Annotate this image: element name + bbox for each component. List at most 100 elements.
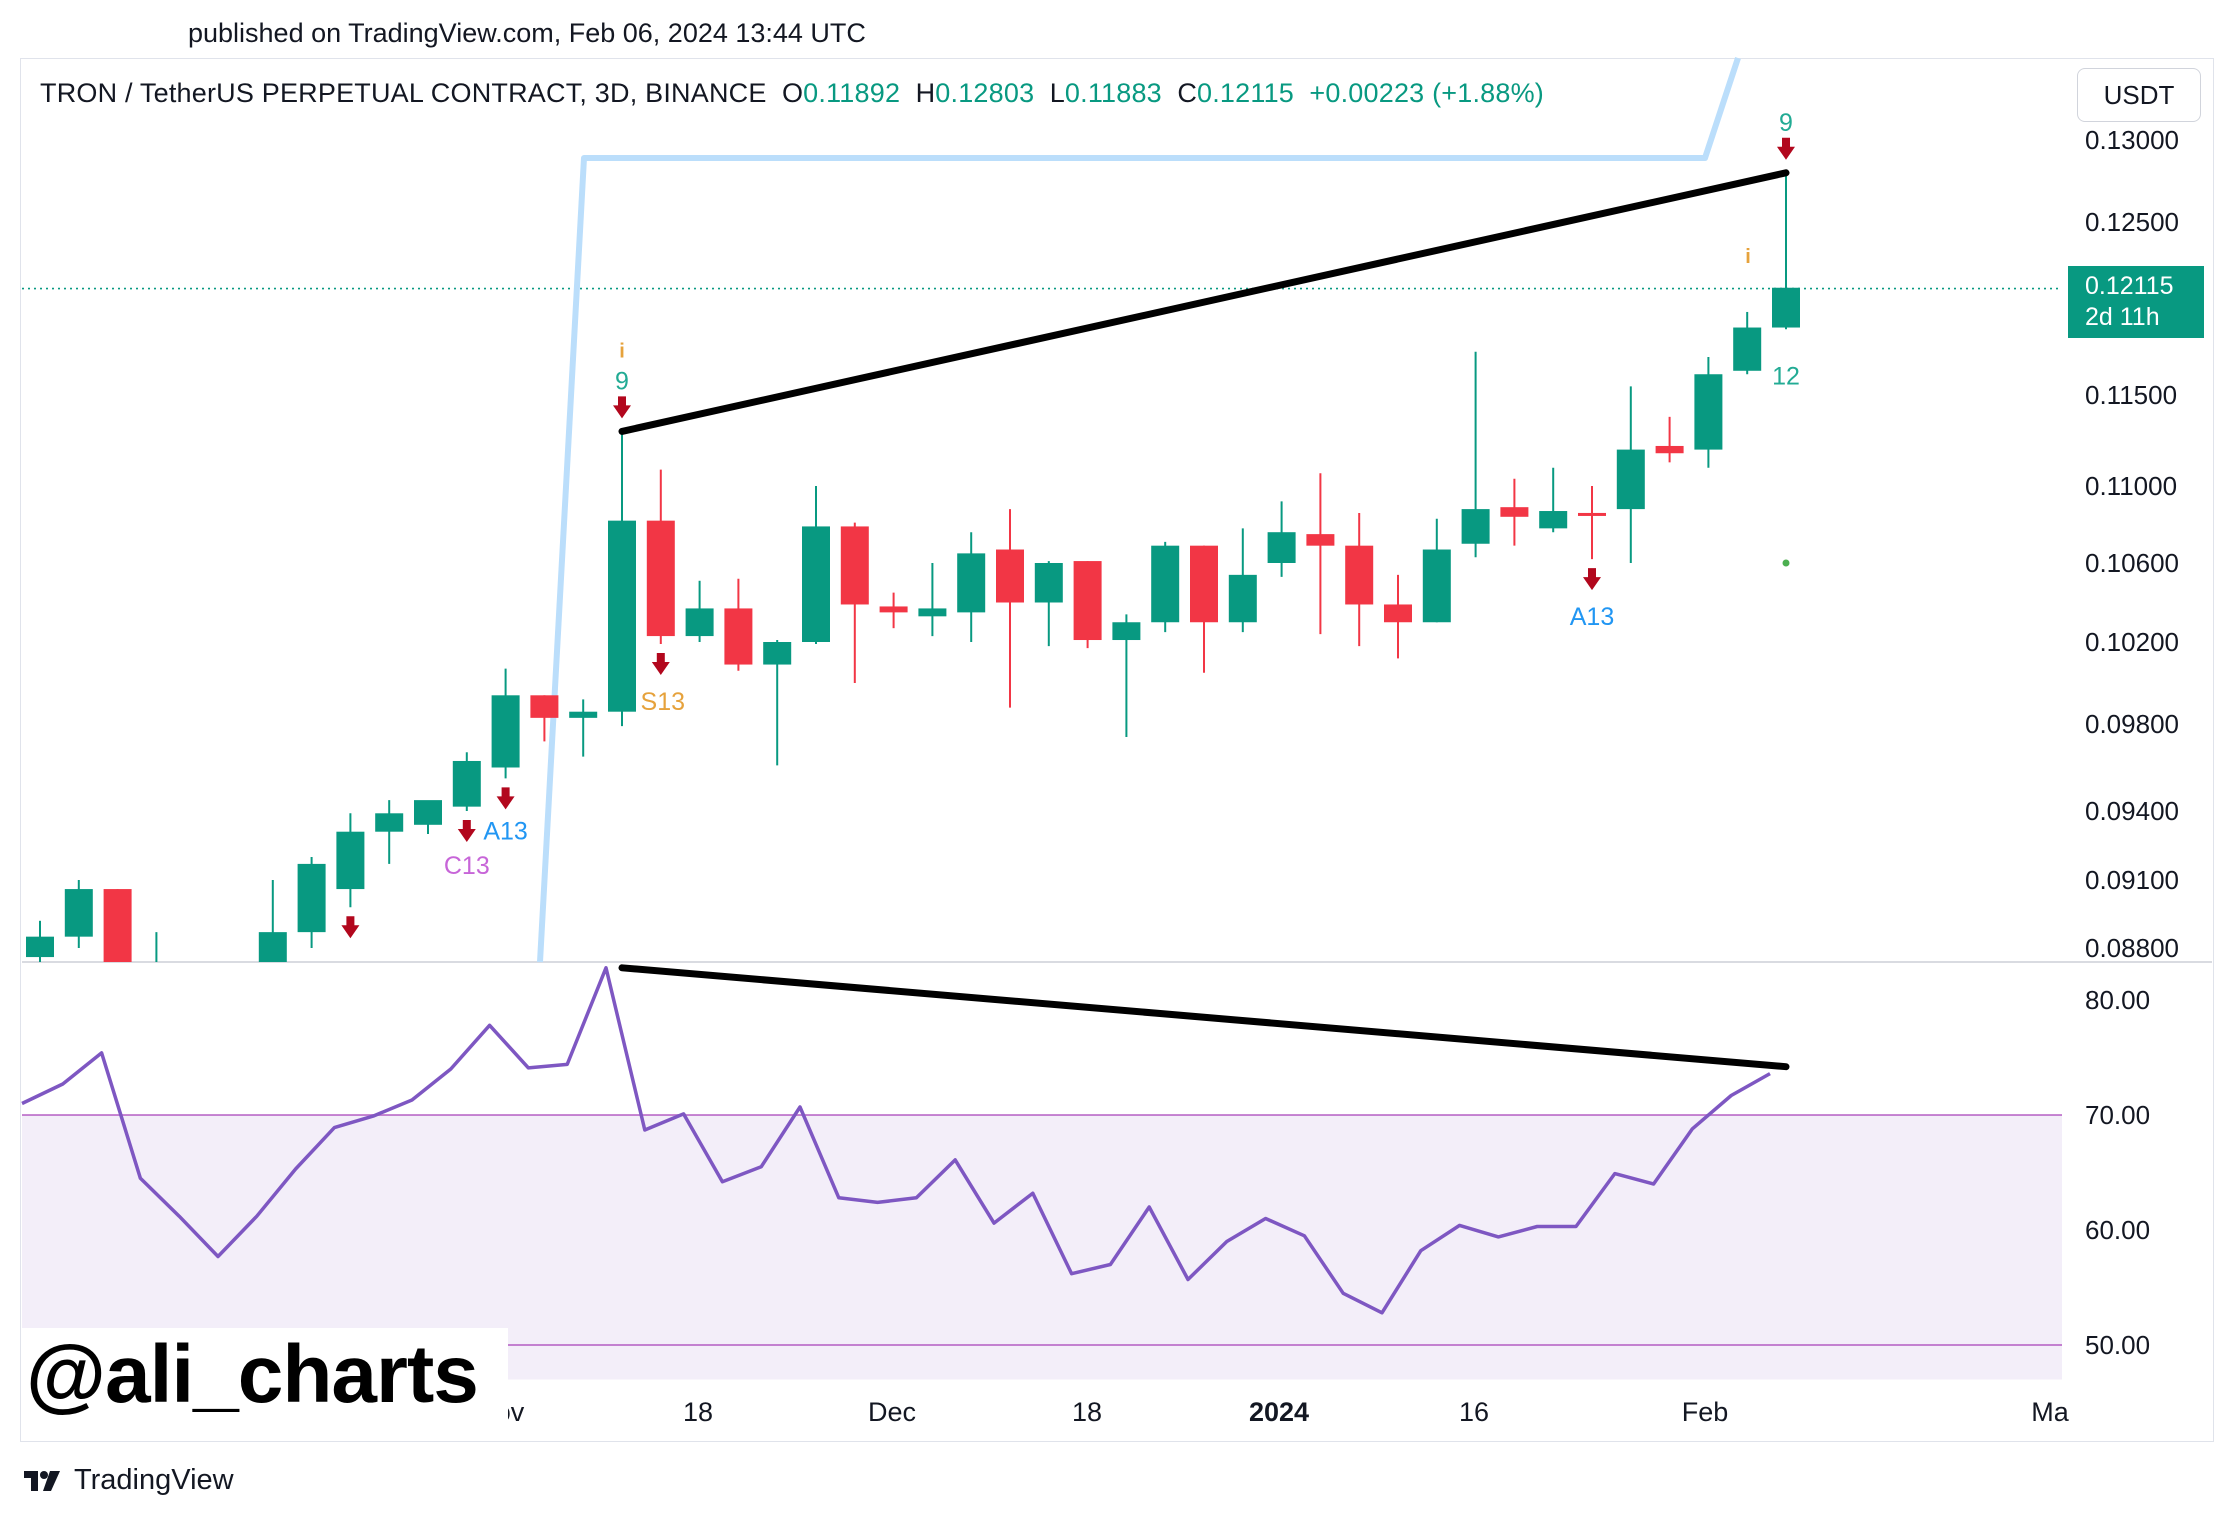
- currency-button[interactable]: USDT: [2077, 68, 2201, 122]
- candle[interactable]: [1034, 561, 1063, 647]
- candle[interactable]: [258, 880, 287, 962]
- candle[interactable]: [1733, 311, 1762, 375]
- candle-body: [1655, 445, 1684, 454]
- candle[interactable]: [1267, 501, 1296, 577]
- candle-body: [1733, 327, 1762, 371]
- candle-body: [103, 889, 132, 962]
- candle[interactable]: [569, 699, 598, 757]
- candle[interactable]: [375, 800, 404, 864]
- candle-body: [1073, 561, 1102, 641]
- rsi-axis-label: 70.00: [2085, 1100, 2150, 1130]
- candle[interactable]: [1384, 574, 1412, 659]
- candle[interactable]: [1345, 512, 1374, 647]
- candle[interactable]: [452, 752, 481, 811]
- candle-body: [763, 642, 792, 665]
- time-axis-label: 18: [683, 1397, 713, 1427]
- open-label: O: [781, 78, 804, 108]
- candle[interactable]: [879, 592, 908, 629]
- candle[interactable]: [1151, 541, 1180, 633]
- low-value: 0.11883: [1064, 78, 1162, 108]
- candle[interactable]: [1190, 545, 1218, 673]
- candle-body: [1500, 507, 1529, 517]
- tradingview-footer[interactable]: TradingView: [22, 1464, 234, 1497]
- candle-body: [1694, 374, 1723, 450]
- candle[interactable]: [1422, 518, 1451, 623]
- candle[interactable]: [608, 431, 636, 727]
- candle[interactable]: [1461, 351, 1490, 558]
- rsi-axis-label: 50.00: [2085, 1330, 2150, 1360]
- high-value: 0.12803: [935, 78, 1035, 108]
- candle[interactable]: [957, 532, 986, 642]
- price-axis-label: 0.12500: [2085, 207, 2179, 237]
- candle-body: [957, 553, 986, 613]
- candle[interactable]: [1073, 561, 1102, 649]
- candle-body: [724, 608, 753, 665]
- price-axis-label: 0.10600: [2085, 548, 2179, 578]
- rsi-layer: [21, 966, 1771, 1315]
- candle-body: [646, 520, 675, 637]
- current-price-value: 0.12115: [2085, 272, 2174, 300]
- candle-body: [1267, 532, 1296, 563]
- candle[interactable]: [1306, 473, 1335, 635]
- seq-label-9: 9: [1779, 109, 1793, 137]
- rsi-trendline: [618, 964, 1790, 1071]
- candle[interactable]: [685, 580, 714, 642]
- candle[interactable]: [1228, 528, 1257, 633]
- tradingview-wordmark: TradingView: [74, 1464, 234, 1496]
- close-label: C: [1177, 78, 1198, 108]
- candle[interactable]: [64, 880, 93, 948]
- candle-body: [1422, 549, 1451, 623]
- candle[interactable]: [530, 695, 559, 742]
- candle-body: [608, 520, 636, 712]
- candle-body: [1616, 449, 1645, 510]
- candle[interactable]: [840, 522, 869, 683]
- candle[interactable]: [1500, 478, 1529, 546]
- price-axis-label: 0.10200: [2085, 627, 2179, 657]
- price-axis: 0.13000 0.12500 0.11500 0.11000 0.10600 0.102…: [2085, 125, 2179, 1360]
- candle[interactable]: [724, 578, 753, 671]
- candle[interactable]: [918, 563, 947, 637]
- symbol-header: TRON / TetherUS PERPETUAL CONTRACT, 3D, …: [40, 78, 1544, 109]
- info-marker: i: [1745, 246, 1751, 268]
- time-axis-label: Ma: [2031, 1397, 2069, 1427]
- candle[interactable]: [1112, 614, 1141, 738]
- candle[interactable]: [1694, 356, 1723, 468]
- candle[interactable]: [297, 857, 326, 948]
- candle[interactable]: [1772, 172, 1800, 330]
- candle-body: [26, 936, 54, 958]
- candle-body: [1034, 563, 1063, 603]
- candle-body: [64, 889, 93, 937]
- candle[interactable]: [996, 509, 1024, 708]
- trendline-layer: [618, 169, 1790, 1071]
- candle[interactable]: [491, 668, 520, 779]
- markers-layer: C13 A13 9 i S13 A13 9 i 12: [341, 109, 1800, 939]
- candle[interactable]: [646, 469, 675, 645]
- price-axis-label: 0.11000: [2085, 471, 2177, 501]
- grid-layer: [22, 287, 2212, 963]
- rsi-axis-label: 80.00: [2085, 985, 2150, 1015]
- candle[interactable]: [103, 889, 132, 962]
- seq-label-s13: S13: [641, 688, 685, 716]
- candle-body: [1345, 545, 1374, 605]
- sell-signal-arrow: [1777, 137, 1795, 160]
- seq-label-a13: A13: [483, 817, 527, 845]
- price-axis-label: 0.09400: [2085, 796, 2179, 826]
- high-label: H: [915, 78, 936, 108]
- candle[interactable]: [336, 813, 365, 908]
- sell-signal-arrow: [613, 396, 631, 419]
- tradingview-logo-icon: [24, 1470, 60, 1491]
- candle[interactable]: [26, 920, 54, 962]
- seq-label-c13: C13: [444, 852, 490, 880]
- candle[interactable]: [1578, 486, 1606, 560]
- candle[interactable]: [414, 800, 442, 834]
- seq-label-9: 9: [615, 367, 629, 395]
- candle[interactable]: [802, 486, 830, 645]
- time-axis-label: 2024: [1249, 1397, 1309, 1427]
- candle[interactable]: [1655, 416, 1684, 463]
- bar-countdown: 2d 11h: [2085, 303, 2160, 331]
- bollinger-layer: [537, 57, 1741, 963]
- candle[interactable]: [1616, 386, 1645, 563]
- candle[interactable]: [763, 640, 792, 766]
- candle[interactable]: [1539, 467, 1568, 533]
